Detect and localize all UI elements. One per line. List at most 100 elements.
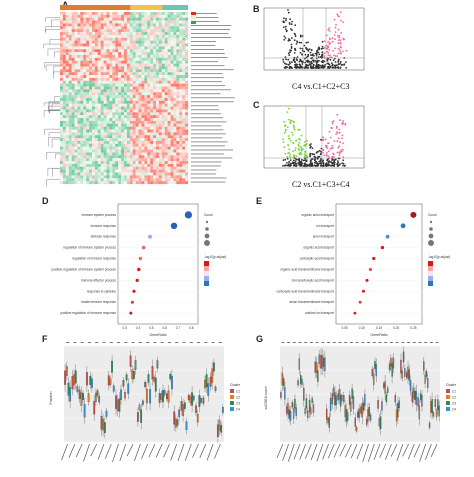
heatmap-cell bbox=[141, 100, 145, 104]
heatmap-cell bbox=[124, 178, 128, 182]
box bbox=[73, 374, 75, 386]
volcano-point bbox=[326, 60, 329, 62]
box bbox=[305, 398, 308, 409]
volcano-point bbox=[282, 138, 284, 141]
heatmap-cell bbox=[89, 14, 93, 18]
heatmap-cell bbox=[86, 120, 90, 124]
heatmap-cell bbox=[94, 109, 98, 113]
heatmap-cell bbox=[62, 23, 66, 27]
volcano-point bbox=[342, 120, 344, 122]
heatmap-cell bbox=[83, 103, 87, 107]
heatmap-cell bbox=[60, 55, 64, 58]
heatmap-cell bbox=[109, 143, 113, 147]
heatmap-cell bbox=[94, 152, 98, 156]
heatmap-cell bbox=[141, 17, 145, 21]
heatmap-cell bbox=[179, 103, 183, 107]
heatmap-cell bbox=[170, 83, 174, 87]
heatmap-cell bbox=[118, 26, 122, 30]
heatmap-cell bbox=[68, 72, 72, 76]
heatmap-cell bbox=[141, 146, 145, 150]
heatmap-cell bbox=[97, 135, 101, 139]
heatmap-cell bbox=[121, 178, 125, 182]
box bbox=[299, 375, 302, 384]
volcano-point bbox=[341, 134, 344, 137]
heatmap-cell bbox=[71, 34, 75, 38]
heatmap-cell bbox=[77, 135, 81, 139]
heatmap-cell bbox=[106, 132, 110, 136]
heatmap-cell bbox=[138, 75, 142, 79]
heatmap-cell bbox=[158, 155, 162, 159]
heatmap-cell bbox=[89, 166, 93, 170]
heatmap-cell bbox=[176, 60, 180, 64]
heatmap-cell bbox=[89, 40, 93, 44]
heatmap-cell bbox=[185, 141, 189, 144]
heatmap-cell bbox=[100, 118, 104, 122]
heatmap-cell bbox=[132, 72, 136, 76]
heatmap-cell bbox=[176, 146, 180, 150]
heatmap-cell bbox=[74, 106, 78, 110]
box bbox=[435, 410, 438, 418]
heatmap-cell bbox=[173, 115, 177, 119]
heatmap-cell bbox=[106, 92, 110, 96]
volcano-point bbox=[284, 28, 287, 30]
heatmap-cell bbox=[106, 95, 110, 99]
heatmap-cell bbox=[80, 126, 84, 130]
box bbox=[414, 390, 416, 400]
heatmap-cell bbox=[126, 152, 130, 156]
heatmap-cell bbox=[126, 169, 130, 173]
go-term-dot bbox=[135, 278, 139, 282]
volcano-point bbox=[290, 139, 292, 142]
heatmap-cell bbox=[77, 98, 81, 101]
volcano-point bbox=[304, 65, 307, 68]
heatmap-cell bbox=[179, 175, 183, 179]
heatmap-cell bbox=[86, 32, 90, 36]
heatmap-cell bbox=[173, 29, 177, 33]
volcano-point bbox=[290, 28, 292, 30]
heatmap-cell bbox=[112, 175, 116, 179]
heatmap-cell bbox=[176, 135, 180, 139]
heatmap-cell bbox=[71, 181, 75, 185]
box bbox=[298, 358, 301, 370]
heatmap-cell bbox=[173, 149, 177, 153]
heatmap-cell bbox=[167, 149, 171, 153]
heatmap-cell bbox=[60, 43, 64, 47]
heatmap-cell bbox=[153, 141, 157, 144]
heatmap-cell bbox=[97, 100, 101, 104]
heatmap-cell bbox=[150, 37, 154, 41]
heatmap-cell bbox=[115, 152, 119, 156]
volcano-point bbox=[328, 63, 331, 66]
heatmap-cell bbox=[173, 158, 177, 162]
heatmap-cell bbox=[77, 32, 81, 36]
heatmap-cell bbox=[103, 66, 107, 70]
heatmap-cell bbox=[156, 75, 160, 79]
heatmap-cell bbox=[129, 100, 133, 104]
heatmap-cell bbox=[118, 106, 122, 110]
heatmap-cell bbox=[182, 129, 186, 133]
heatmap-cell bbox=[179, 112, 183, 116]
heatmap-cell bbox=[185, 40, 189, 44]
heatmap-cell bbox=[80, 129, 84, 133]
heatmap-cell bbox=[100, 37, 104, 41]
heatmap-cell bbox=[135, 52, 139, 56]
heatmap-cell bbox=[86, 43, 90, 47]
heatmap-cell bbox=[100, 112, 104, 116]
heatmap-cell bbox=[115, 103, 119, 107]
heatmap-cell bbox=[100, 46, 104, 50]
heatmap-cell bbox=[138, 12, 142, 15]
x-category-label bbox=[407, 443, 415, 460]
heatmap-cell bbox=[106, 123, 110, 127]
box bbox=[312, 404, 315, 413]
heatmap-cell bbox=[118, 57, 122, 61]
heatmap-cell bbox=[126, 46, 130, 50]
heatmap-cell bbox=[106, 158, 110, 162]
volcano-point bbox=[293, 56, 296, 59]
heatmap-cell bbox=[74, 80, 78, 84]
heatmap-cell bbox=[129, 141, 133, 144]
volcano-point bbox=[336, 160, 339, 162]
heatmap-cell bbox=[141, 12, 145, 15]
heatmap-cell bbox=[74, 86, 78, 90]
heatmap-cell bbox=[103, 172, 107, 176]
heatmap-cell bbox=[126, 163, 130, 167]
box bbox=[124, 392, 126, 399]
heatmap-cell bbox=[182, 115, 186, 119]
